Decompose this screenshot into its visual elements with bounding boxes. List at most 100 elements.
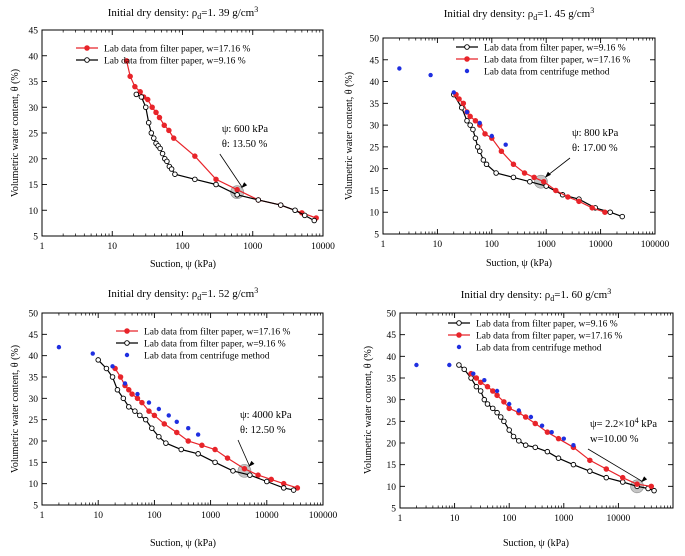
series-2 [95,357,297,493]
chart-panel-1: Initial dry density: ρd=1. 39 g/cm3 1 10 10… [10,5,335,270]
data-point [481,396,488,403]
data-point [531,174,537,181]
data-point [470,126,476,133]
legend-marker [464,56,470,62]
data-point [178,446,184,453]
data-point [149,425,155,431]
data-point [648,483,655,490]
y-tick-label: 10 [387,483,397,493]
data-point [234,192,240,198]
annotation-line-1: ψ: 4000 kPa [240,410,292,421]
arrow-head [248,460,255,467]
data-point [143,104,149,110]
y-tick-label: 20 [29,438,39,448]
data-point [170,135,177,141]
data-point [507,401,512,407]
y-tick-label: 40 [387,353,397,363]
data-point [428,72,433,78]
data-point [135,391,140,397]
annotation-line-2: θ: 17.00 % [572,143,618,154]
x-tick-label: 1000 [243,242,262,252]
data-point [255,197,262,203]
data-point [129,391,135,397]
x-tick-label: 1 [398,514,403,524]
data-point [114,387,121,393]
data-point [501,418,507,425]
x-tick-label: 10 [93,511,103,521]
data-point [483,161,490,168]
legend-marker [456,344,462,350]
data-point [56,344,62,350]
data-point [506,405,512,412]
data-point [151,412,158,419]
data-point [456,96,462,102]
chart-title: Initial dry density: ρd=1. 52 g/cm3 [108,286,258,302]
legend-item: Lab data from filter paper, w=17.16 % [456,55,630,66]
legend-marker [464,44,470,50]
data-point [602,209,608,215]
y-tick-label: 5 [33,502,38,512]
legend-label: Lab data from centrifuge method [476,343,602,354]
data-point [494,388,500,394]
y-tick-label: 15 [370,187,380,197]
legend-item: Lab data from filter paper, w=17.16 % [76,44,250,55]
legend-label: Lab data from centrifuge method [144,351,270,362]
y-tick-label: 5 [391,505,396,515]
data-point [587,468,593,474]
legend: Lab data from filter paper, w=9.16 %Lab … [448,319,622,354]
y-tick-label: 30 [370,122,380,132]
data-point [651,487,657,494]
y-tick-label: 25 [370,143,380,153]
data-point [224,455,231,461]
legend-item: Lab data from filter paper, w=9.16 % [116,339,286,350]
legend-label: Lab data from filter paper, w=9.16 % [144,339,286,350]
legend-item: Lab data from filter paper, w=17.16 % [116,327,290,338]
data-point [195,451,201,457]
legend-item: Lab data from centrifuge method [456,343,602,354]
legend-marker [456,332,462,338]
data-point [589,205,595,211]
data-point [555,455,562,461]
x-tick-label: 1000 [554,514,573,524]
x-axis-label: Suction, ψ (kPa) [503,538,569,549]
data-point [603,474,610,481]
data-point [484,401,491,407]
data-point [510,161,517,168]
legend-marker [464,68,470,74]
data-point [166,413,171,418]
data-point [506,427,512,433]
data-point [461,366,467,373]
data-point [532,444,539,451]
x-tick-label: 1000 [201,511,220,521]
data-point [199,442,205,449]
data-point [132,408,138,414]
annotation-arrow [219,153,243,188]
annotation-line-2: θ: 13.50 % [222,139,268,150]
arrow-head [544,171,551,178]
data-point [156,114,163,121]
y-tick-label: 20 [387,440,397,450]
legend-item: Lab data from centrifuge method [464,67,610,78]
x-tick-label: 100 [175,242,190,252]
y-tick-label: 30 [29,104,39,114]
x-tick-label: 1 [40,242,45,252]
data-point [161,421,168,427]
data-point [532,420,539,427]
legend-marker [456,320,462,326]
x-tick-label: 100000 [309,511,338,521]
data-point [473,375,480,381]
chart-title: Initial dry density: ρd=1. 60 g/cm3 [461,287,611,303]
data-point [149,104,155,110]
data-point [490,405,496,412]
data-point [122,381,128,386]
data-point [90,351,95,356]
data-point [510,433,517,440]
data-point [290,487,297,493]
data-point [501,399,507,405]
chart-title: Initial dry density: ρd=1. 45 g/cm3 [444,6,594,22]
data-point [213,181,219,188]
legend-marker [84,57,90,63]
arrow-head [241,182,248,189]
data-point [510,174,517,181]
